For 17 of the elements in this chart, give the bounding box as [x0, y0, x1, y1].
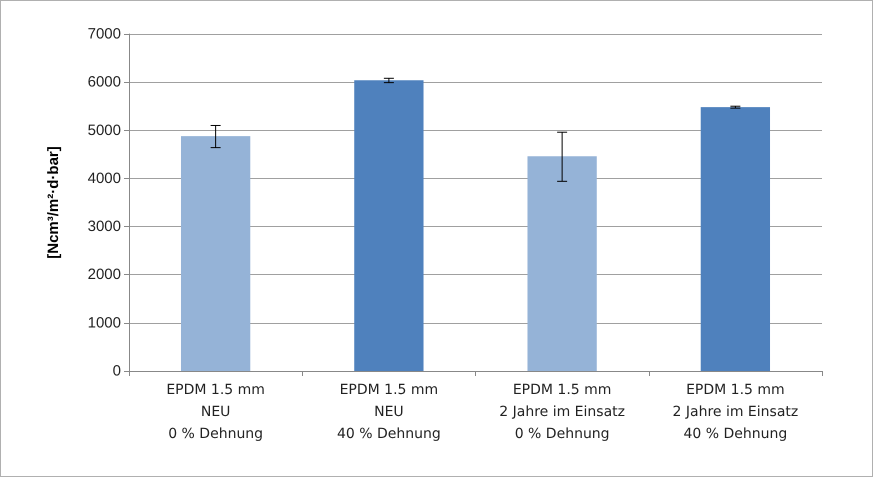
y-tick-label: 2000 [88, 266, 121, 284]
y-tick-label: 0 [112, 362, 121, 380]
y-tick-label: 3000 [88, 218, 121, 236]
x-tick-label: EPDM 1.5 mm 2 Jahre im Einsatz 40 % Dehnung [672, 382, 798, 442]
y-tick-label: 1000 [88, 314, 121, 332]
bar [700, 107, 770, 371]
bar [354, 80, 424, 371]
x-tick-label: EPDM 1.5 mm 2 Jahre im Einsatz 0 % Dehnung [499, 382, 625, 442]
y-axis-title: [Ncm³/m²·d·bar] [45, 146, 62, 259]
bar [180, 136, 250, 371]
y-tick-label: 5000 [88, 122, 121, 139]
y-tick-label: 7000 [88, 26, 121, 42]
y-tick-label: 6000 [88, 74, 121, 91]
x-tick-label: EPDM 1.5 mm NEU 0 % Dehnung [166, 382, 265, 442]
bar [527, 156, 597, 371]
y-tick-label: 4000 [88, 170, 121, 187]
x-tick-label: EPDM 1.5 mm NEU 40 % Dehnung [336, 382, 441, 442]
